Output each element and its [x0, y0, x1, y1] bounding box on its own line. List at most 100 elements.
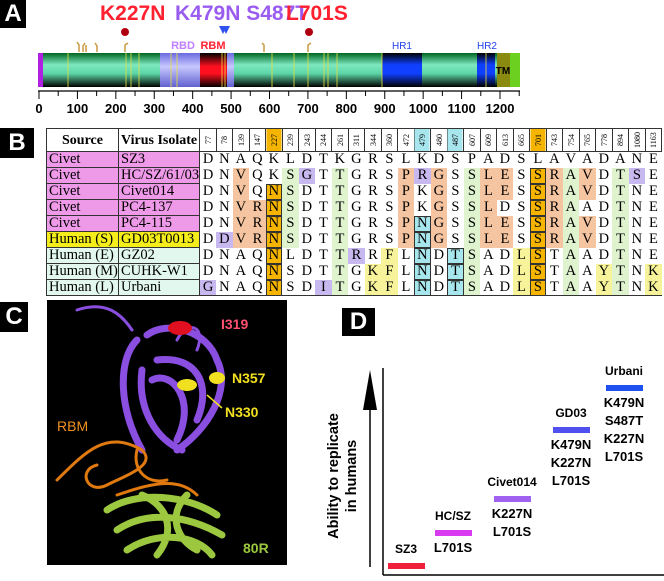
- source-cell: Human (L): [46, 279, 119, 296]
- residue-position-header: 239: [282, 128, 299, 152]
- residue-cell: G: [430, 199, 448, 216]
- residue-cell: S: [282, 183, 299, 200]
- header-isolate: Virus Isolate: [117, 128, 201, 152]
- residue-position-header: 344: [364, 128, 382, 152]
- source-cell: Civet: [46, 215, 119, 232]
- residue-position-header: 743: [546, 128, 563, 152]
- residue-cell: S: [529, 183, 547, 200]
- residue-cell: S: [463, 279, 481, 296]
- residue-cell: V: [565, 151, 577, 168]
- residue-position-header: 1080: [628, 128, 646, 152]
- table-row: Human (S) GD03T0013 D D V R N S D T T G R S P N G S S L E S S R…: [46, 231, 662, 248]
- residue-cell: A: [562, 215, 580, 232]
- rbm-domain: [200, 53, 227, 87]
- residue-position-header: 778: [595, 128, 613, 152]
- axis-tick-label: 200: [105, 101, 127, 116]
- residue-cell: Y: [595, 279, 613, 296]
- residue-position-header: 139: [232, 128, 250, 152]
- isolate-level-bar: [435, 530, 472, 536]
- residue-cell: D: [216, 231, 233, 248]
- mutation-label: L701S: [551, 473, 591, 488]
- residue-cell: A: [582, 263, 593, 279]
- residue-cell: S: [463, 199, 481, 216]
- residue-cell: A: [562, 167, 580, 184]
- residue-cell: D: [301, 263, 313, 279]
- label-n330: N330: [225, 404, 259, 420]
- residue-cell: S: [463, 231, 481, 248]
- isolate-cell: SZ3: [117, 151, 201, 168]
- residue-cell: L: [513, 279, 530, 296]
- axis-tick-label: 1100: [447, 101, 475, 116]
- residue-cell: N: [265, 247, 283, 264]
- residue-cell: A: [562, 231, 580, 248]
- tm-label: TM: [496, 66, 510, 77]
- residue-cell: Q: [252, 247, 263, 263]
- residue-cell: E: [496, 167, 514, 184]
- glycan-icons: [76, 41, 312, 52]
- residue-cell: T: [318, 215, 328, 231]
- panel-label-b: B: [0, 128, 34, 158]
- residue-cell: L: [480, 183, 497, 200]
- residue-cell: S: [529, 167, 547, 184]
- residue-cell: Q: [252, 167, 263, 183]
- residue-position-header: 78: [216, 128, 233, 152]
- mutation-marker-479-487: [219, 26, 230, 34]
- residue-cell: R: [249, 215, 266, 232]
- ylabel-line2: in humans: [344, 439, 360, 513]
- residue-cell: L: [513, 263, 530, 280]
- residue-cell: T: [331, 231, 349, 248]
- residue-cell: S: [451, 151, 460, 168]
- residue-cell: T: [447, 279, 464, 296]
- residue-cell: S: [451, 215, 460, 231]
- residue-cell: D: [202, 167, 214, 183]
- residue-cell: N: [219, 151, 230, 168]
- residue-cell: F: [381, 263, 398, 280]
- axis-tick-label: 0: [35, 101, 42, 116]
- residue-cell: S: [451, 183, 460, 199]
- residue-cell: N: [631, 263, 643, 279]
- residue-cell: K: [268, 167, 280, 183]
- residue-cell: D: [598, 167, 610, 183]
- residue-cell: R: [546, 183, 563, 200]
- residue-cell: N: [414, 247, 431, 264]
- residue-cell: S: [385, 199, 394, 215]
- residue-position-header: 360: [381, 128, 398, 152]
- residue-cell: K: [417, 151, 428, 168]
- isolate-name: HC/SZ: [435, 509, 471, 523]
- residue-cell: R: [368, 167, 378, 183]
- residue-cell: Y: [595, 263, 613, 280]
- n330-residue: [177, 379, 197, 391]
- residue-cell: S: [385, 151, 394, 168]
- residue-cell: L: [285, 151, 295, 168]
- residue-cell: L: [480, 215, 497, 232]
- residue-cell: A: [582, 247, 593, 263]
- label-rbm: RBM: [57, 418, 89, 434]
- residue-cell: R: [546, 215, 563, 232]
- residue-cell: T: [331, 167, 349, 184]
- residue-cell: A: [562, 199, 580, 216]
- source-cell: Civet: [46, 183, 119, 200]
- residue-cell: R: [348, 247, 365, 264]
- residue-cell: L: [480, 231, 497, 248]
- residue-cell: L: [401, 247, 411, 263]
- d-ylabel: Ability to replicate in humans: [325, 371, 361, 581]
- table-row: Human (E) GZ02 D N A Q N L D T T R R F L N D T S A D L S T A A D T N…: [46, 247, 662, 264]
- residue-cell: N: [265, 215, 283, 232]
- residue-cell: D: [598, 231, 610, 247]
- residue-cell: R: [546, 199, 563, 216]
- residue-cell: T: [318, 183, 328, 199]
- residue-position-header: 665: [513, 128, 530, 152]
- table-row: Civet SZ3 D N A Q K L D T K G R S L K D S P A D S L A V A D A N E: [46, 151, 662, 168]
- residue-cell: A: [579, 279, 596, 296]
- label-n357: N357: [232, 370, 266, 386]
- residue-cell: G: [351, 167, 362, 183]
- residue-cell: N: [414, 215, 431, 232]
- residue-cell: T: [612, 263, 629, 280]
- tm-domain: [497, 53, 510, 87]
- residue-cell: A: [562, 247, 580, 264]
- residue-cell: R: [414, 167, 431, 184]
- isolate-level-bar: [494, 496, 531, 502]
- axis-tick-label: 100: [67, 101, 89, 116]
- mutation-l701s: L701S: [286, 2, 348, 25]
- isolate-level-bar: [606, 385, 643, 391]
